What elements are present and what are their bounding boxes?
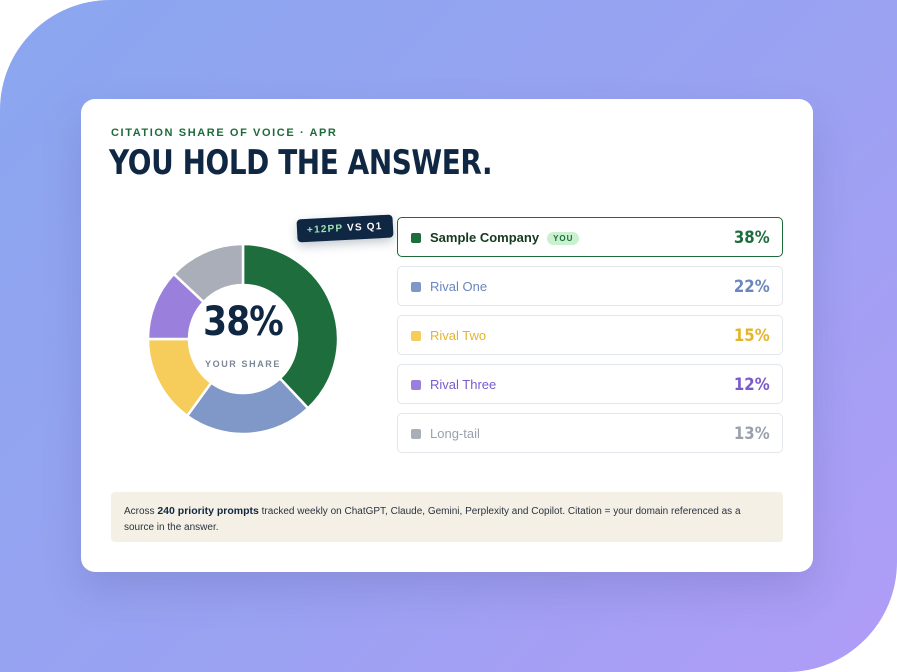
legend-name-text: Rival Two	[430, 328, 487, 343]
eyebrow: CITATION SHARE OF VOICE · APR	[111, 127, 338, 139]
legend-swatch	[411, 429, 421, 439]
legend-name-text: Sample Company	[430, 230, 540, 245]
legend-swatch	[411, 282, 421, 292]
legend-swatch	[411, 233, 421, 243]
legend-value: 38%	[734, 228, 770, 248]
legend-name: Rival Two	[430, 328, 486, 343]
legend-value: 22%	[734, 277, 770, 297]
legend-name: Sample Company YOU	[430, 230, 580, 245]
legend-row-rival-two: Rival Two 15%	[397, 315, 783, 355]
headline: YOU HOLD THE ANSWER.	[109, 143, 493, 183]
legend-value: 15%	[734, 326, 770, 346]
legend-name: Long-tail	[430, 426, 480, 441]
donut-chart: 38% YOUR SHARE	[145, 241, 341, 437]
center-value: 38%	[203, 299, 284, 345]
donut-slice-long-tail	[171, 242, 245, 304]
delta-suffix: VS Q1	[342, 221, 383, 235]
legend-swatch	[411, 331, 421, 341]
legend-name: Rival One	[430, 279, 487, 294]
delta-badge: +12PP VS Q1	[296, 214, 394, 243]
legend-row-long-tail: Long-tail 13%	[397, 413, 783, 453]
legend: Sample Company YOU 38% Rival One 22% Rival Tw…	[397, 217, 783, 462]
center-label: YOUR SHARE	[204, 359, 281, 369]
legend-name-text: Rival One	[430, 279, 488, 294]
share-of-voice-card: CITATION SHARE OF VOICE · APR YOU HOLD T…	[81, 99, 813, 572]
legend-row-sample-company: Sample Company YOU 38%	[397, 217, 783, 257]
legend-value: 12%	[734, 375, 770, 395]
donut-svg	[146, 242, 340, 436]
legend-value: 13%	[734, 424, 770, 444]
legend-row-rival-three: Rival Three 12%	[397, 364, 783, 404]
footnote-prefix: Across	[124, 506, 158, 517]
footnote-highlight: 240 priority prompts	[157, 505, 259, 517]
legend-name-text: Long-tail	[430, 426, 480, 441]
legend-row-rival-one: Rival One 22%	[397, 266, 783, 306]
legend-name: Rival Three	[430, 377, 496, 392]
donut-slice-sample-company	[241, 242, 340, 411]
you-badge: YOU	[547, 232, 580, 245]
footnote-text: tracked weekly on ChatGPT, Claude, Gemin…	[124, 506, 741, 533]
footnote: Across 240 priority prompts tracked week…	[111, 492, 783, 542]
legend-swatch	[411, 380, 421, 390]
delta-value: +12PP	[306, 223, 344, 236]
legend-name-text: Rival Three	[430, 377, 497, 392]
